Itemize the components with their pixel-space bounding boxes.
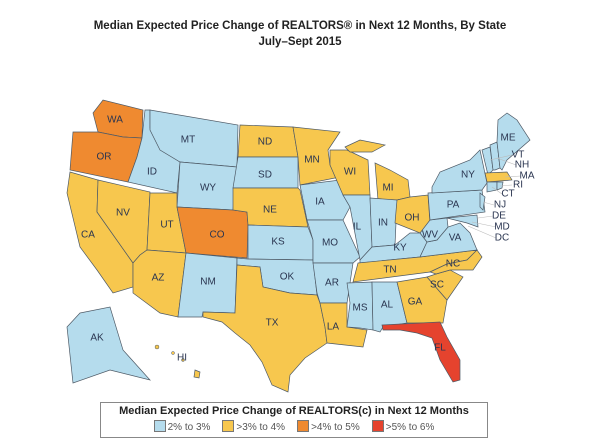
state-label: CT <box>501 189 514 200</box>
leader-line <box>489 154 513 161</box>
state-tx <box>202 264 328 393</box>
legend-label: >3% to 4% <box>236 422 286 433</box>
state-label: NC <box>446 259 460 270</box>
map-title: Median Expected Price Change of REALTORS… <box>93 20 507 32</box>
legend-item-2: >4% to 5% <box>297 420 360 433</box>
legend-title: Median Expected Price Change of REALTORS… <box>119 405 469 417</box>
state-label: LA <box>327 322 340 333</box>
state-nj <box>479 192 486 211</box>
state-me <box>496 112 531 171</box>
state-hi <box>193 369 201 379</box>
state-ga <box>396 276 448 324</box>
state-label: MT <box>181 135 195 146</box>
state-mi <box>344 139 387 153</box>
state-label: NE <box>263 205 277 216</box>
state-label: SC <box>430 280 444 291</box>
state-label: IN <box>378 218 388 229</box>
state-label: AZ <box>152 273 165 284</box>
legend-swatch <box>153 420 166 432</box>
state-mi <box>374 162 411 201</box>
leader-line <box>504 175 522 178</box>
leader-line <box>496 157 517 166</box>
state-label: CO <box>210 230 225 241</box>
state-label: NV <box>116 208 130 219</box>
state-label: HI <box>177 353 187 364</box>
legend-label: >5% to 6% <box>385 422 435 433</box>
state-label: NY <box>461 170 475 181</box>
legend-item-1: >3% to 4% <box>222 420 285 433</box>
state-fl <box>381 321 461 383</box>
state-label: AR <box>325 278 339 289</box>
legend-item-0: 2% to 3% <box>153 420 211 433</box>
state-label: DC <box>495 233 509 244</box>
state-label: WA <box>107 115 123 126</box>
leader-line <box>482 201 495 206</box>
state-label: DE <box>492 211 506 222</box>
leader-line <box>491 186 503 195</box>
state-label: AL <box>381 300 394 311</box>
state-label: SD <box>258 170 272 181</box>
state-label: VT <box>512 150 525 161</box>
state-sc <box>426 269 464 301</box>
state-label: VA <box>449 233 462 244</box>
state-label: GA <box>408 297 423 308</box>
legend-swatch <box>371 420 384 432</box>
state-ma <box>484 171 513 183</box>
state-label: AK <box>90 333 104 344</box>
state-label: TN <box>383 265 396 276</box>
state-label: KY <box>393 243 407 254</box>
legend-swatch <box>297 420 310 432</box>
state-label: IL <box>353 222 362 233</box>
state-hi-island <box>181 358 185 362</box>
state-label: ND <box>258 137 272 148</box>
state-md <box>446 214 479 228</box>
state-label: OR <box>97 152 112 163</box>
state-label: CA <box>81 230 95 241</box>
state-label: MD <box>494 222 510 233</box>
state-label: TX <box>266 318 279 329</box>
state-label: MS <box>353 303 368 314</box>
state-label: ME <box>501 133 516 144</box>
state-va <box>419 222 478 258</box>
map-subtitle: July–Sept 2015 <box>258 36 342 48</box>
state-label: MO <box>322 238 338 249</box>
legend-label: 2% to 3% <box>167 422 211 433</box>
legend: Median Expected Price Change of REALTORS… <box>100 402 488 438</box>
state-label: OH <box>405 213 420 224</box>
state-hi-island <box>154 344 160 350</box>
state-label: PA <box>447 200 460 211</box>
state-ak <box>66 306 152 384</box>
state-nc <box>429 249 483 275</box>
state-label: NM <box>200 277 216 288</box>
state-label: MA <box>520 171 535 182</box>
state-la <box>319 302 368 348</box>
legend-label: >4% to 5% <box>311 422 360 433</box>
state-ny <box>431 149 488 194</box>
state-hi-island <box>171 351 175 355</box>
state-label: OK <box>280 272 295 283</box>
state-label: WY <box>200 183 216 194</box>
leader-line <box>477 215 494 219</box>
state-label: NH <box>515 160 529 171</box>
state-label: FL <box>434 343 446 354</box>
state-label: RI <box>513 180 523 191</box>
state-label: MI <box>382 183 393 194</box>
legend-item-3: >5% to 6% <box>371 420 435 433</box>
state-label: WV <box>422 230 438 241</box>
legend-swatch <box>222 420 235 432</box>
state-label: UT <box>160 220 173 231</box>
state-label: IA <box>315 197 325 208</box>
leader-line <box>467 225 497 239</box>
state-label: ID <box>147 167 157 178</box>
state-label: MN <box>304 155 320 166</box>
leader-line <box>471 221 497 228</box>
leader-line <box>499 184 513 187</box>
state-label: KS <box>271 237 285 248</box>
state-label: NJ <box>494 200 506 211</box>
state-label: WI <box>344 167 356 178</box>
